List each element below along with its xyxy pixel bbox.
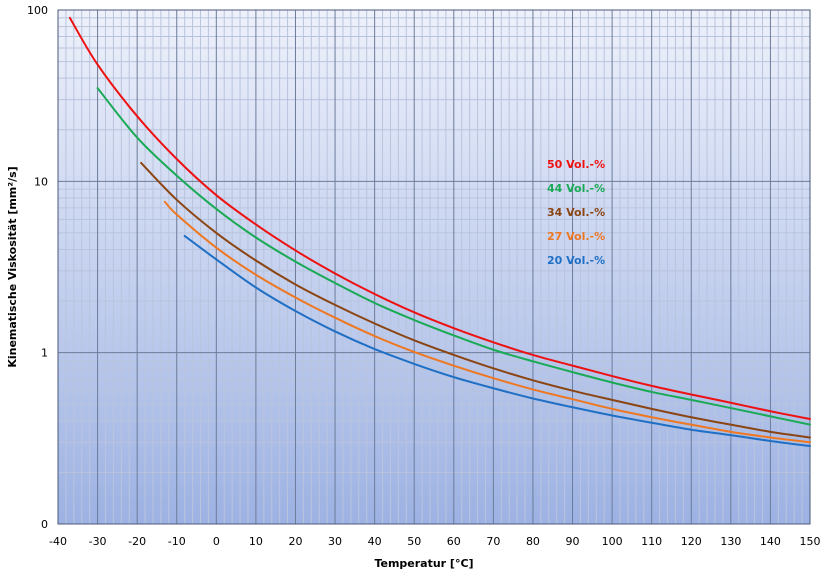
series-layer bbox=[68, 16, 811, 448]
legend-item: 34 Vol.-% bbox=[547, 206, 605, 219]
x-tick-label: -20 bbox=[128, 535, 146, 548]
x-tick-label: 140 bbox=[760, 535, 781, 548]
x-axis-label: Temperatur [°C] bbox=[374, 557, 473, 570]
series-line-4 bbox=[163, 200, 811, 444]
legend-item: 50 Vol.-% bbox=[547, 158, 605, 171]
y-tick-label: 0 bbox=[41, 518, 48, 531]
x-tick-label: 30 bbox=[328, 535, 342, 548]
y-tick-label: 1 bbox=[41, 347, 48, 360]
x-tick-label: 80 bbox=[526, 535, 540, 548]
legend: 50 Vol.-% 44 Vol.-% 34 Vol.-% 27 Vol.-% 20 V… bbox=[547, 158, 605, 267]
x-tick-label: 150 bbox=[800, 535, 821, 548]
x-tick-label: 110 bbox=[641, 535, 662, 548]
y-axis-ticks: 0 1 10 100 bbox=[27, 4, 48, 531]
x-tick-label: 70 bbox=[486, 535, 500, 548]
legend-item: 27 Vol.-% bbox=[547, 230, 605, 243]
y-tick-label: 100 bbox=[27, 4, 48, 17]
x-axis-ticks: -40 -30 -20 -10 0 10 20 30 40 50 60 70 80 90 100 110 120… bbox=[49, 535, 820, 548]
x-tick-label: 90 bbox=[566, 535, 580, 548]
series-line-1 bbox=[68, 16, 811, 421]
series-line-3 bbox=[140, 161, 811, 439]
x-tick-label: 130 bbox=[720, 535, 741, 548]
x-tick-label: 0 bbox=[213, 535, 220, 548]
legend-item: 20 Vol.-% bbox=[547, 254, 605, 267]
x-tick-label: 50 bbox=[407, 535, 421, 548]
x-tick-label: 60 bbox=[447, 535, 461, 548]
x-tick-label: -40 bbox=[49, 535, 67, 548]
grid-minor bbox=[58, 10, 810, 524]
series-line-5 bbox=[183, 234, 811, 448]
y-axis-label: Kinematische Viskosität [mm²/s] bbox=[6, 166, 19, 367]
plot-area bbox=[58, 10, 810, 524]
y-tick-label: 10 bbox=[34, 175, 48, 188]
x-tick-label: 40 bbox=[368, 535, 382, 548]
x-tick-label: -10 bbox=[168, 535, 186, 548]
series-line-2 bbox=[96, 87, 811, 426]
x-tick-label: -30 bbox=[89, 535, 107, 548]
plot-border bbox=[57, 9, 811, 525]
x-tick-label: 20 bbox=[288, 535, 302, 548]
x-tick-label: 10 bbox=[249, 535, 263, 548]
x-tick-label: 100 bbox=[602, 535, 623, 548]
legend-item: 44 Vol.-% bbox=[547, 182, 605, 195]
x-tick-label: 120 bbox=[681, 535, 702, 548]
